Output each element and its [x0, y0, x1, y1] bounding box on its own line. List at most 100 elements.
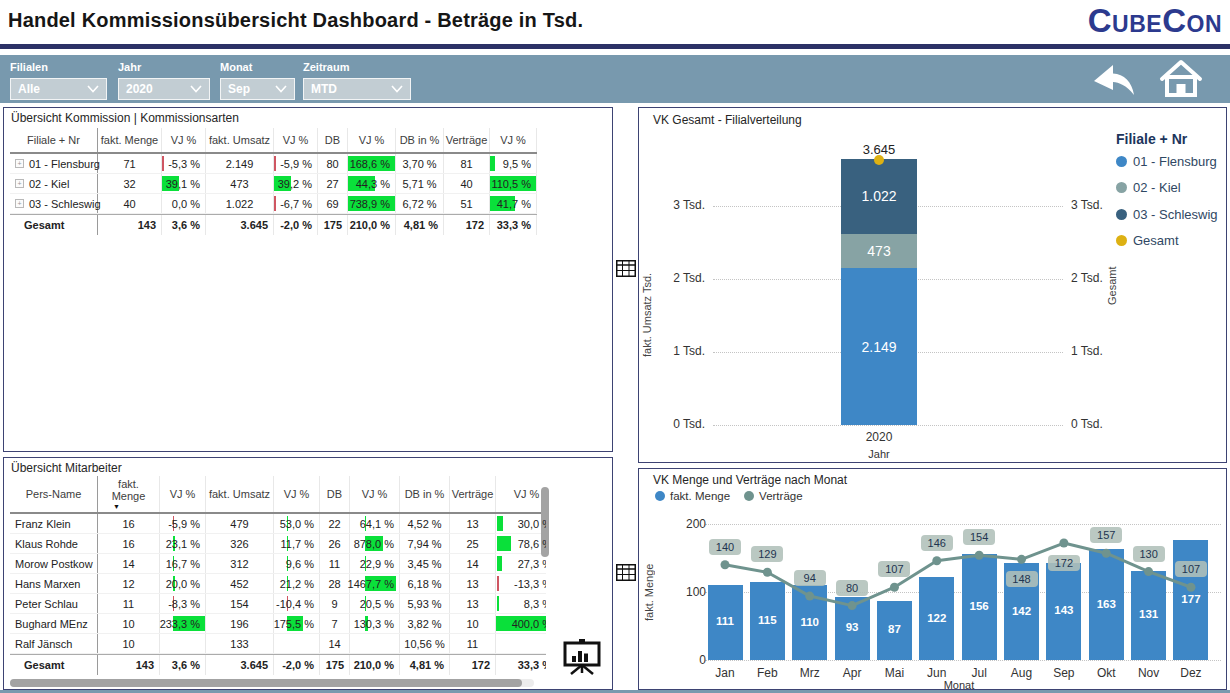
table-row[interactable]: Bughard MEnz10233,3 %196175,5 %7130,3 %3…: [10, 614, 546, 634]
chart-legend: fakt. Menge Verträge: [655, 490, 817, 502]
table-view-icon-top[interactable]: [616, 260, 636, 277]
sort-descending-icon: ▼: [113, 503, 120, 510]
row-name-cell: Bughard MEnz: [10, 614, 98, 633]
gesamt-marker[interactable]: [874, 155, 884, 165]
table-cell: 64,1 %: [350, 514, 400, 533]
column-header[interactable]: DB in %: [400, 476, 450, 512]
legend-item[interactable]: 01 - Flensburg: [1116, 153, 1217, 169]
cell-value: 9: [331, 598, 337, 610]
column-header[interactable]: Verträge: [444, 128, 490, 152]
total-cell: Gesamt: [10, 215, 98, 235]
column-header[interactable]: VJ %: [160, 476, 206, 512]
cell-value: 30,0 %: [518, 518, 546, 530]
line-value-label: 172: [1048, 555, 1080, 571]
table-cell: 27,3 %: [496, 554, 546, 573]
table-cell: 154: [206, 594, 274, 613]
back-arrow-icon[interactable]: [1087, 59, 1137, 99]
column-header[interactable]: VJ %: [490, 128, 537, 152]
home-icon[interactable]: [1158, 58, 1204, 98]
column-header[interactable]: fakt. Umsatz: [206, 476, 274, 512]
table-view-icon-bottom[interactable]: [616, 564, 636, 581]
cell-value: 130,3 %: [354, 618, 394, 630]
data-bar: [497, 556, 502, 572]
total-value: 4,81 %: [410, 659, 444, 671]
x-axis-tick: Dez: [1170, 666, 1212, 680]
cell-value: 196: [230, 618, 248, 630]
legend-label: Verträge: [759, 490, 802, 502]
horizontal-scrollbar-thumb[interactable]: [10, 679, 522, 687]
column-header[interactable]: VJ %: [496, 476, 546, 512]
legend-dot: [1116, 156, 1127, 167]
total-value: 3.645: [240, 219, 268, 231]
table-row[interactable]: Klaus Rohde1623,1 %32611,7 %26878,0 %7,9…: [10, 534, 546, 554]
total-value: 175: [326, 659, 344, 671]
table-row[interactable]: Morow Postkow1416,7 %3129,6 %1122,9 %3,4…: [10, 554, 546, 574]
expand-icon[interactable]: +: [15, 199, 24, 208]
column-header[interactable]: VJ %: [350, 476, 400, 512]
table-cell: 23,1 %: [160, 534, 206, 553]
y-axis-tick-right: 2 Tsd.: [1071, 271, 1103, 285]
column-header[interactable]: DB: [318, 128, 348, 152]
data-bar: [274, 156, 276, 172]
table-row[interactable]: Franz Klein16-5,9 %47953,0 %2264,1 %4,52…: [10, 514, 546, 534]
column-header[interactable]: Verträge: [450, 476, 496, 512]
table-row[interactable]: Peter Schlau11-8,3 %154-10,4 %920,5 %5,9…: [10, 594, 546, 614]
column-header-label: VJ %: [283, 134, 309, 146]
table-cell: 9: [320, 594, 350, 613]
legend-item[interactable]: Gesamt: [1116, 233, 1179, 249]
x-axis-tick: 2020: [841, 430, 917, 444]
legend-item[interactable]: Verträge: [744, 490, 802, 502]
column-header[interactable]: VJ %: [162, 128, 206, 152]
filter-dropdown-monat[interactable]: Sep: [220, 78, 295, 100]
legend-item[interactable]: 02 - Kiel: [1116, 180, 1181, 196]
dashboard-root: Handel Kommissionsübersicht Dashboard - …: [0, 0, 1230, 693]
cell-value: 21,2 %: [280, 578, 314, 590]
filter-dropdown-zeitraum[interactable]: MTD: [303, 78, 411, 100]
x-axis-tick: Feb: [746, 666, 788, 680]
table-cell: 40: [98, 194, 162, 213]
cell-value: 53,0 %: [280, 518, 314, 530]
column-header[interactable]: DB: [320, 476, 350, 512]
table-cell: 44,3 %: [348, 174, 396, 193]
column-header[interactable]: VJ %: [274, 128, 318, 152]
table-row[interactable]: +02 - Kiel3239,1 %47339,2 %2744,3 %5,71 …: [10, 174, 537, 194]
table-row[interactable]: +03 - Schleswig400,0 %1.022-6,7 %69738,9…: [10, 194, 537, 214]
table-cell: [274, 634, 320, 653]
legend-item[interactable]: fakt. Menge: [655, 490, 730, 502]
y-axis-tick: 3 Tsd.: [639, 198, 705, 212]
data-bar: [274, 196, 276, 212]
legend-item[interactable]: 03 - Schleswig: [1116, 206, 1218, 222]
table-cell: 400,0 %: [496, 614, 546, 633]
cell-value: 4,52 %: [407, 518, 441, 530]
total-cell: 210,0 %: [350, 655, 400, 675]
column-header[interactable]: VJ %: [348, 128, 396, 152]
bar-value-label: 110: [792, 616, 827, 628]
column-header[interactable]: Pers-Name: [10, 476, 98, 512]
total-value: 210,0 %: [350, 219, 390, 231]
column-header[interactable]: fakt.Menge▼: [98, 476, 160, 512]
presentation-chart-icon[interactable]: [562, 639, 602, 675]
x-axis-tick: Jun: [916, 666, 958, 680]
row-name-cell: +03 - Schleswig: [10, 194, 98, 213]
column-header[interactable]: fakt. Umsatz: [206, 128, 274, 152]
cell-value: 10: [466, 618, 478, 630]
line-value-label: 94: [794, 570, 826, 586]
column-header[interactable]: Filiale + Nr: [10, 128, 98, 152]
expand-icon[interactable]: +: [15, 159, 24, 168]
table-cell: 41,7 %: [490, 194, 537, 213]
filter-dropdown-filialen[interactable]: Alle: [10, 78, 107, 100]
table-row[interactable]: Hans Marxen1220,0 %45221,2 %281467,7 %6,…: [10, 574, 546, 594]
column-header[interactable]: DB in %: [396, 128, 444, 152]
y-axis-tick-right: 3 Tsd.: [1071, 198, 1103, 212]
table-cell: 20,0 %: [160, 574, 206, 593]
table-row[interactable]: Ralf Jänsch101331410,56 %11: [10, 634, 546, 654]
filter-dropdown-jahr[interactable]: 2020: [118, 78, 210, 100]
table-cell: 10: [450, 614, 496, 633]
column-header[interactable]: fakt. Menge: [98, 128, 162, 152]
table-row[interactable]: +01 - Flensburg71-5,3 %2.149-5,9 %80168,…: [10, 154, 537, 174]
column-header[interactable]: VJ %: [274, 476, 320, 512]
cell-value: 51: [460, 198, 472, 210]
expand-icon[interactable]: +: [15, 179, 24, 188]
row-name: Bughard MEnz: [15, 618, 88, 630]
table-cell: 11: [450, 634, 496, 653]
